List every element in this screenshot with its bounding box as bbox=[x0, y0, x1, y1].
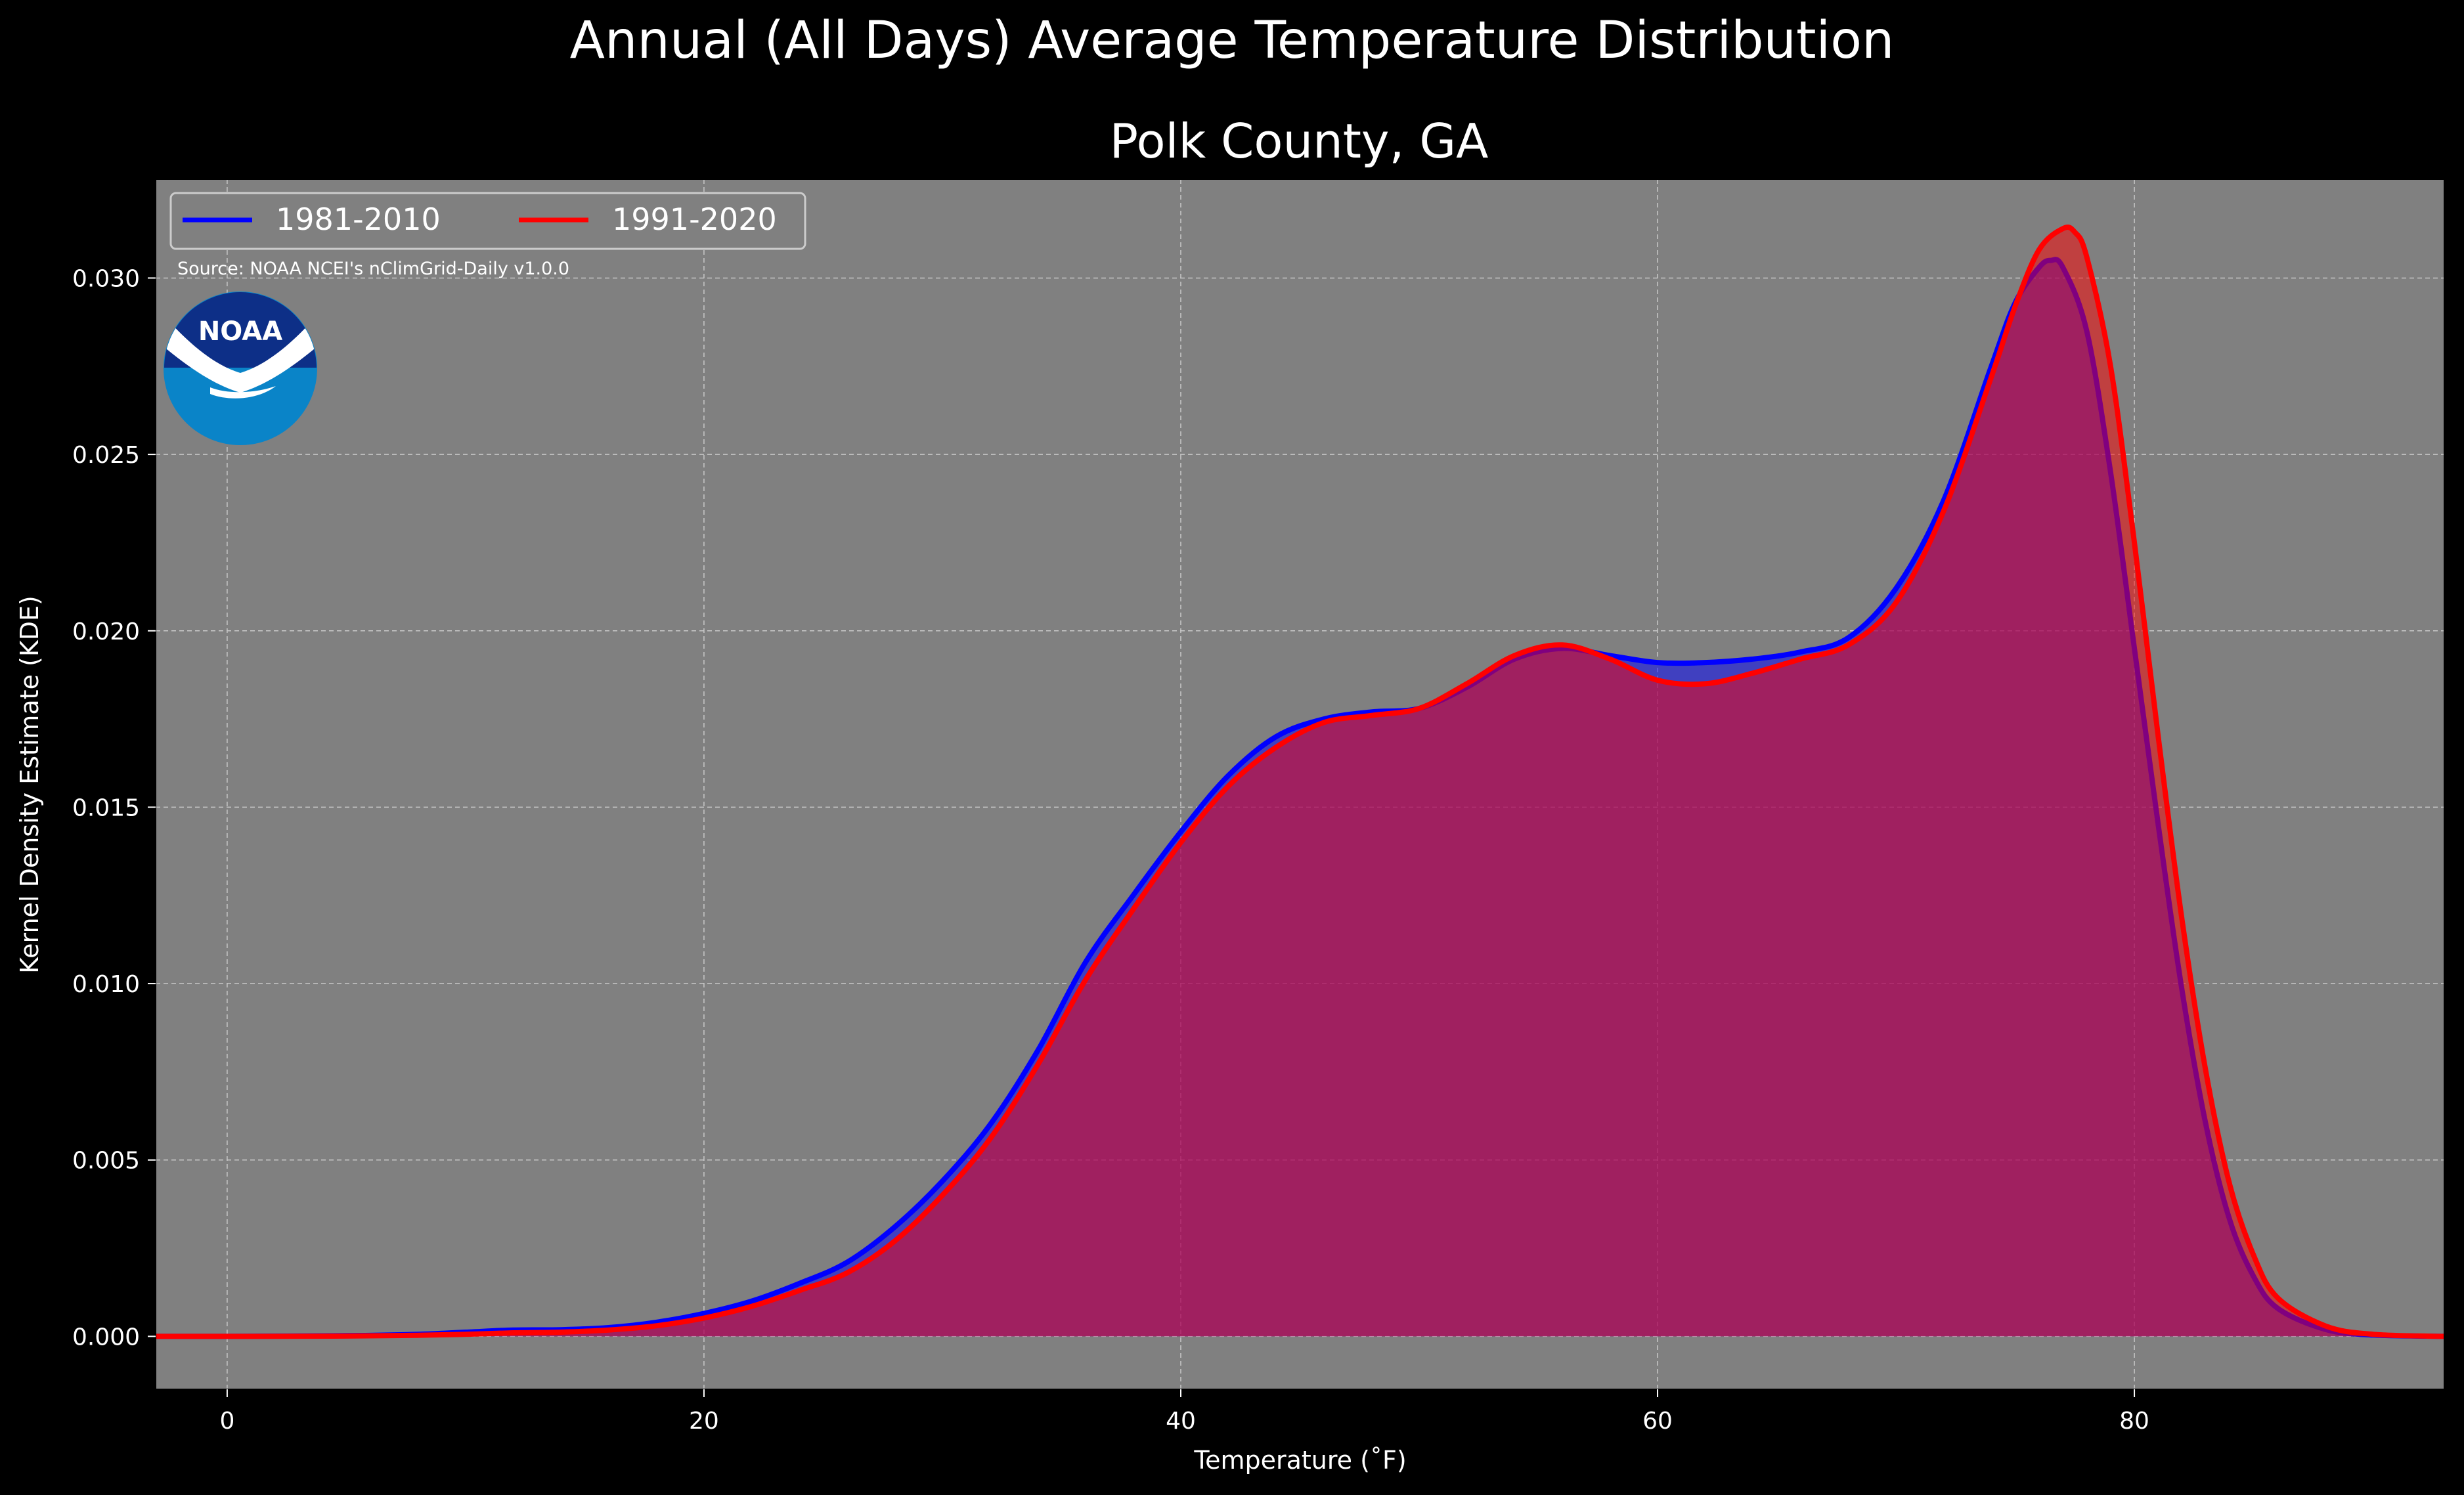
legend-label-1981-2010: 1981-2010 bbox=[276, 202, 441, 237]
series-layer bbox=[156, 225, 2444, 1339]
y-tick-label: 0.015 bbox=[72, 794, 140, 821]
y-tick-label: 0.005 bbox=[72, 1148, 140, 1175]
y-tick-label: 0.025 bbox=[72, 442, 140, 469]
y-tick-label: 0.020 bbox=[72, 618, 140, 645]
y-axis-label: Kernel Density Estimate (KDE) bbox=[15, 596, 44, 974]
series-line-1991-2020 bbox=[156, 225, 2444, 1339]
axis-ticks: 0 20 40 60 80 0.000 0.005 0.010 0.015 0.020 0.025 0… bbox=[72, 265, 2149, 1435]
plot-frame bbox=[155, 179, 2445, 1390]
chart-title: Polk County, GA bbox=[1110, 114, 1489, 169]
source-note: Source: NOAA NCEI's nClimGrid-Daily v1.0… bbox=[177, 259, 569, 279]
x-tick-label: 20 bbox=[689, 1408, 719, 1435]
legend: 1981-2010 1991-2020 bbox=[169, 192, 806, 250]
y-tick-label: 0.010 bbox=[72, 971, 140, 998]
legend-label-1991-2020: 1991-2020 bbox=[612, 202, 777, 237]
series-area-1991-2020 bbox=[156, 227, 2444, 1337]
x-tick-label: 60 bbox=[1642, 1408, 1673, 1435]
noaa-logo-text: NOAA bbox=[198, 316, 282, 347]
x-tick-label: 0 bbox=[219, 1408, 234, 1435]
x-axis-label: Temperature (˚F) bbox=[1193, 1446, 1406, 1475]
x-tick-label: 40 bbox=[1166, 1408, 1196, 1435]
y-tick-label: 0.000 bbox=[72, 1324, 140, 1351]
legend-box bbox=[169, 192, 806, 250]
chart-suptitle: Annual (All Days) Average Temperature Di… bbox=[570, 11, 1895, 70]
y-tick-label: 0.030 bbox=[72, 265, 140, 292]
x-tick-label: 80 bbox=[2119, 1408, 2149, 1435]
